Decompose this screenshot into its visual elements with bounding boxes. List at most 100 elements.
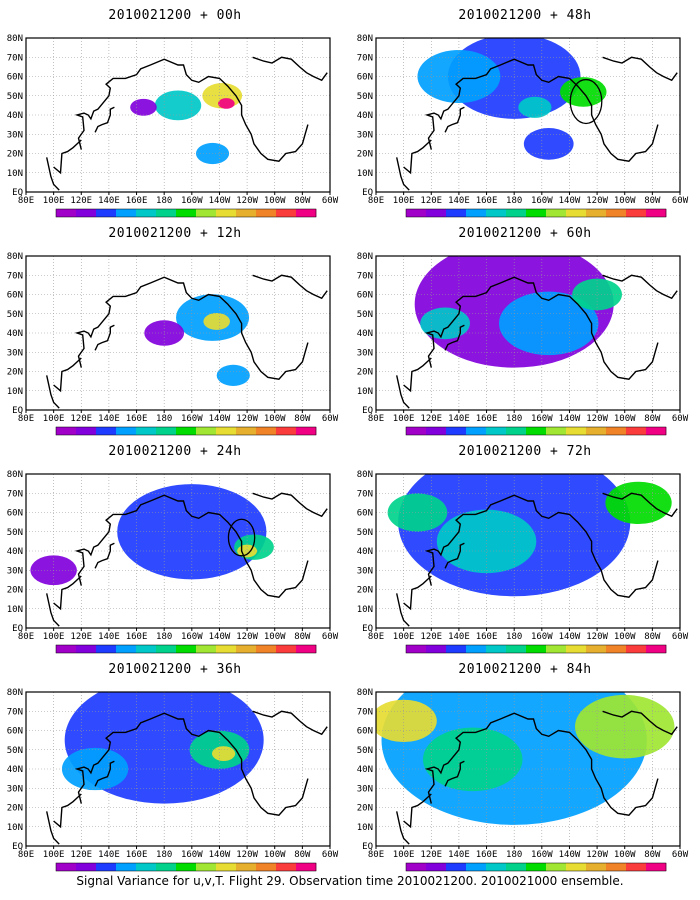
lon-tick-label: 80W [294,850,311,860]
lon-tick-label: 100W [614,196,636,206]
colorbar-swatch [176,427,197,435]
coastline [94,106,115,133]
lon-tick-label: 140W [209,414,231,424]
colorbar-swatch [76,209,97,217]
lat-tick-label: 80N [7,252,23,262]
colorbar-swatch [426,209,447,217]
lon-tick-label: 160E [126,196,148,206]
colorbar-swatch [196,427,217,435]
colorbar-swatch [626,863,647,871]
lat-tick-label: 20N [7,804,23,814]
colorbar-swatch [76,645,97,653]
coastline [74,58,309,162]
variance-map: 80E 100E 120E 140E 160E 180 160W 140W 120W 100W 80… [357,34,689,218]
coastline [252,710,328,736]
coastline [396,593,410,627]
lat-tick-label: 20N [7,368,23,378]
coastline [424,712,659,816]
lat-tick-label: 50N [7,528,23,538]
colorbar-swatch [256,427,277,435]
variance-blob [218,98,235,109]
colorbar-swatch [626,645,647,653]
variance-blob [203,312,230,330]
map-panel: 2010021200 + 84h 80E 100E 120E 140E 160E 180 16… [350,654,700,872]
colorbar-swatch [196,645,217,653]
lon-tick-label: 140W [559,196,581,206]
lon-tick-label: 120W [236,632,258,642]
lat-tick-label: 50N [7,92,23,102]
lon-tick-label: 100W [614,414,636,424]
lon-tick-label: 100E [43,850,65,860]
lat-tick-label: 10N [357,605,373,615]
lat-tick-label: 10N [357,823,373,833]
variance-map: 80E 100E 120E 140E 160E 180 160W 140W 120W 100W 80… [357,470,689,654]
lon-tick-label: 160E [476,632,498,642]
target-circle [227,518,256,557]
lat-tick-label: 70N [7,271,23,281]
lon-tick-label: 140W [209,196,231,206]
lon-tick-label: 180 [156,196,172,206]
lon-tick-label: 160E [476,414,498,424]
colorbar-swatch [426,863,447,871]
map-panel: 2010021200 + 60h 80E 100E 120E 140E 160E 180 16… [350,218,700,436]
colorbar-swatch [426,645,447,653]
lon-tick-label: 120E [420,850,442,860]
lon-tick-label: 180 [156,414,172,424]
colorbar-swatch [116,209,137,217]
lon-tick-label: 120E [420,632,442,642]
variance-blob [417,50,501,103]
colorbar-swatch [526,427,547,435]
lon-tick-label: 120W [586,850,608,860]
coastline [94,542,115,569]
panel-title: 2010021200 + 72h [458,444,592,459]
lat-tick-label: 70N [7,489,23,499]
lat-tick-label: 60N [7,291,23,301]
lon-tick-label: 80E [18,414,34,424]
colorbar-swatch [586,863,607,871]
lat-tick-label: 80N [357,252,373,262]
colorbar-swatch [116,645,137,653]
coastline [424,494,659,598]
variance-blob [376,699,437,743]
lon-tick-label: 160W [181,850,203,860]
colorbar-swatch [426,427,447,435]
colorbar-swatch [586,645,607,653]
colorbar-swatch [156,427,177,435]
coastline [53,357,82,393]
colorbar-swatch [56,427,77,435]
colorbar-swatch [296,863,317,871]
variance-blob [154,90,202,121]
panel-title: 2010021200 + 36h [108,662,242,677]
lat-tick-label: 20N [7,586,23,596]
coastline [53,575,82,611]
lat-tick-label: 40N [7,111,23,121]
lat-tick-label: 40N [7,329,23,339]
colorbar-swatch [176,209,197,217]
colorbar-swatch [256,863,277,871]
lon-tick-label: 100W [264,632,286,642]
colorbar-swatch [176,645,197,653]
coastline [424,276,659,380]
colorbar-swatch [566,863,587,871]
lon-tick-label: 60W [672,196,689,206]
coastline [74,276,309,380]
lat-tick-label: 50N [357,310,373,320]
lon-tick-label: 180 [156,850,172,860]
lat-tick-label: 10N [7,605,23,615]
colorbar-swatch [96,209,117,217]
lon-tick-label: 140E [448,196,470,206]
coastline [46,811,60,845]
variance-blob [605,481,672,525]
figure-caption: Signal Variance for u,v,T. Flight 29. Ob… [76,874,624,888]
lat-tick-label: 50N [7,746,23,756]
lon-tick-label: 80E [368,414,384,424]
colorbar-swatch [646,427,667,435]
coastline [602,492,678,518]
coastline [94,760,115,787]
map-panel: 2010021200 + 24h 80E 100E 120E 140E 160E 180 16… [0,436,350,654]
lat-tick-label: 10N [7,169,23,179]
colorbar-swatch [236,863,257,871]
lat-tick-label: EQ [362,188,373,198]
map-panel: 2010021200 + 00h 80E 100E 120E 140E 160E 180 16… [0,0,350,218]
lat-tick-label: 10N [7,823,23,833]
